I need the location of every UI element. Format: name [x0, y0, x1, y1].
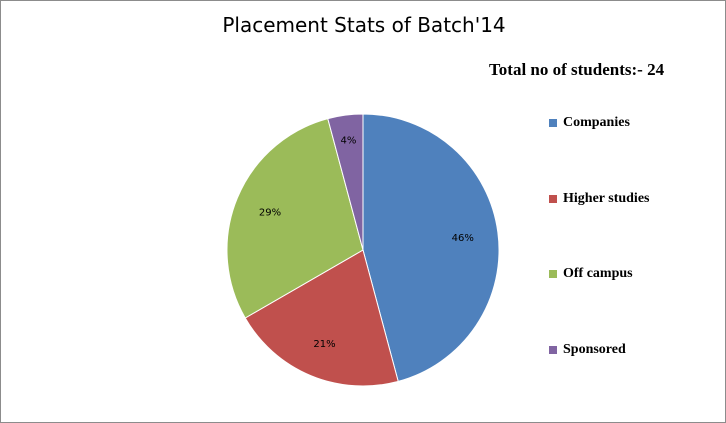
- pie-data-labels: 46% 21% 29% 4%: [259, 135, 474, 350]
- pie-label-sponsored: 4%: [340, 135, 356, 146]
- pie-label-off-campus: 29%: [259, 208, 281, 219]
- pie-slice-sponsored: [327, 113, 364, 251]
- pie-slices: [226, 113, 500, 387]
- legend-swatch-sponsored: [549, 346, 557, 354]
- pie-slice-off-campus: [226, 118, 364, 319]
- pie-slice-higher-studies: [244, 249, 399, 387]
- legend-label-companies: Companies: [563, 115, 630, 130]
- legend-label-sponsored: Sponsored: [563, 342, 626, 357]
- total-students-note: Total no of students:- 24: [489, 60, 665, 79]
- legend-swatch-off-campus: [549, 270, 557, 278]
- pie-label-companies: 46%: [452, 233, 474, 244]
- legend-swatch-higher-studies: [549, 195, 557, 203]
- legend-label-higher-studies: Higher studies: [563, 191, 650, 206]
- legend-label-off-campus: Off campus: [563, 266, 633, 281]
- pie-slice-companies: [362, 113, 500, 382]
- chart-title: Placement Stats of Batch'14: [222, 13, 506, 37]
- legend-swatch-companies: [549, 119, 557, 127]
- pie-label-higher-studies: 21%: [313, 339, 335, 350]
